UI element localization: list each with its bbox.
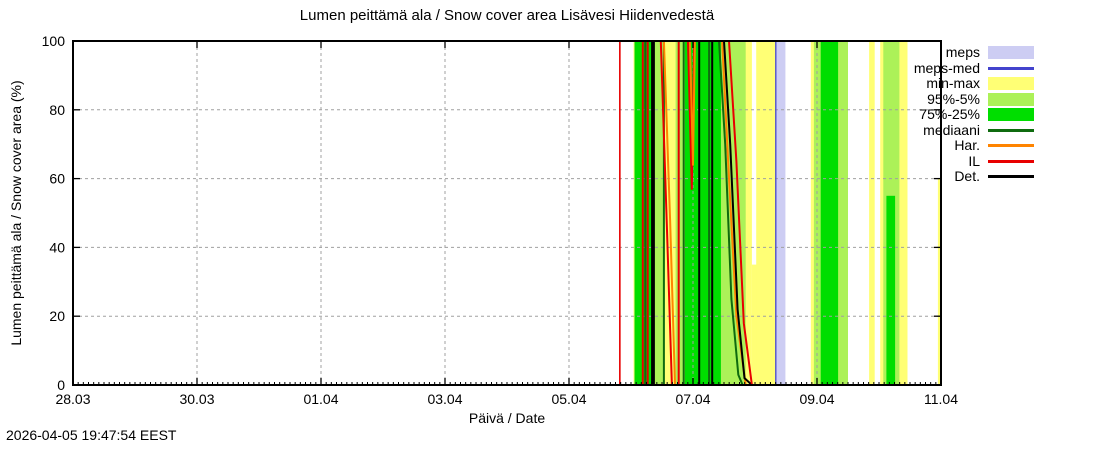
legend-label: meps (945, 44, 980, 61)
x-tick-label: 30.03 (179, 391, 214, 407)
legend-item: meps-med (858, 59, 1034, 77)
legend-swatch-det (988, 175, 1034, 179)
legend-label: min-max (926, 75, 980, 92)
legend-item: 75%-25% (858, 107, 1034, 123)
x-axis-label: Päivä / Date (468, 410, 546, 426)
legend-item: 95%-5% (858, 90, 1034, 108)
legend-label: 75%-25% (919, 106, 980, 123)
legend-label: Det. (954, 168, 980, 185)
legend-item: IL (858, 152, 1034, 170)
band-p75 (886, 195, 896, 385)
plot-background (73, 41, 941, 385)
legend-swatch-har (988, 144, 1034, 148)
legend-item: mediaani (858, 121, 1034, 139)
legend-item: min-max (858, 76, 1034, 92)
band-minmax (937, 178, 941, 385)
series-curve-il (659, 40, 673, 386)
series-curve-har (688, 40, 696, 166)
y-tick-label: 100 (42, 33, 66, 49)
x-tick-label: 28.03 (55, 391, 90, 407)
band-minmax (751, 264, 757, 385)
series-curve-il (728, 40, 753, 386)
legend-item: Det. (858, 169, 1034, 185)
y-tick-label: 60 (49, 171, 65, 187)
legend-swatch-mepsmed (988, 66, 1034, 70)
series-curve-har (662, 40, 676, 386)
series-curve-med (718, 40, 744, 386)
band-meps (775, 41, 786, 385)
tick-labels: 28.03 30.03 01.04 03.04 05.04 07.04 09.04 11.04… (42, 33, 959, 407)
legend-swatch-minmax (988, 77, 1034, 91)
legend-swatch-med (988, 128, 1034, 132)
band-minmax (869, 41, 875, 385)
legend-label: mediaani (923, 121, 980, 138)
y-tick-label: 20 (49, 308, 65, 324)
x-tick-label: 03.04 (427, 391, 462, 407)
timestamp: 2026-04-05 19:47:54 EEST (6, 427, 177, 443)
legend-swatch-il (988, 159, 1034, 163)
band-minmax (810, 41, 816, 385)
axis-ticks (72, 40, 942, 386)
y-tick-label: 40 (49, 239, 65, 255)
x-tick-label: 11.04 (924, 391, 958, 407)
band-p75 (820, 41, 839, 385)
legend-item: meps (858, 45, 1034, 61)
legend-swatch-p95 (988, 92, 1034, 106)
band-minmax (756, 41, 776, 385)
chart-title: Lumen peittämä ala / Snow cover area Lis… (299, 7, 715, 24)
legend-item: Har. (858, 138, 1034, 154)
x-tick-label: 01.04 (303, 391, 338, 407)
legend-swatch-p75 (988, 108, 1034, 122)
legend-label: IL (968, 152, 980, 169)
y-tick-label: 0 (57, 377, 65, 393)
legend-label: meps-med (913, 59, 980, 76)
x-tick-label: 09.04 (799, 391, 834, 407)
series-lines (641, 40, 777, 386)
series-curve-det (723, 40, 753, 386)
x-tick-label: 05.04 (551, 391, 586, 407)
x-tick-label: 07.04 (675, 391, 710, 407)
legend: meps meps-med min-max 95%-5% 75%-25% mediaani… (858, 45, 1034, 185)
gridlines (72, 41, 942, 385)
legend-label: 95%-5% (927, 90, 980, 107)
legend-label: Har. (954, 137, 980, 154)
legend-swatch-meps (988, 46, 1034, 60)
y-tick-label: 80 (49, 102, 65, 118)
